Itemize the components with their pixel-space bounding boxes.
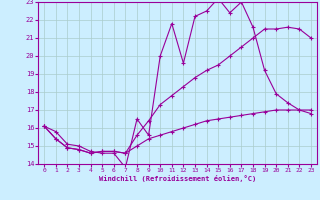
X-axis label: Windchill (Refroidissement éolien,°C): Windchill (Refroidissement éolien,°C) [99, 175, 256, 182]
